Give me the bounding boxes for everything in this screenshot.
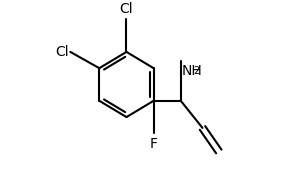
Text: F: F: [150, 137, 158, 151]
Text: Cl: Cl: [120, 2, 133, 16]
Text: Cl: Cl: [55, 45, 68, 59]
Text: 2: 2: [193, 66, 199, 76]
Text: NH: NH: [182, 64, 202, 78]
